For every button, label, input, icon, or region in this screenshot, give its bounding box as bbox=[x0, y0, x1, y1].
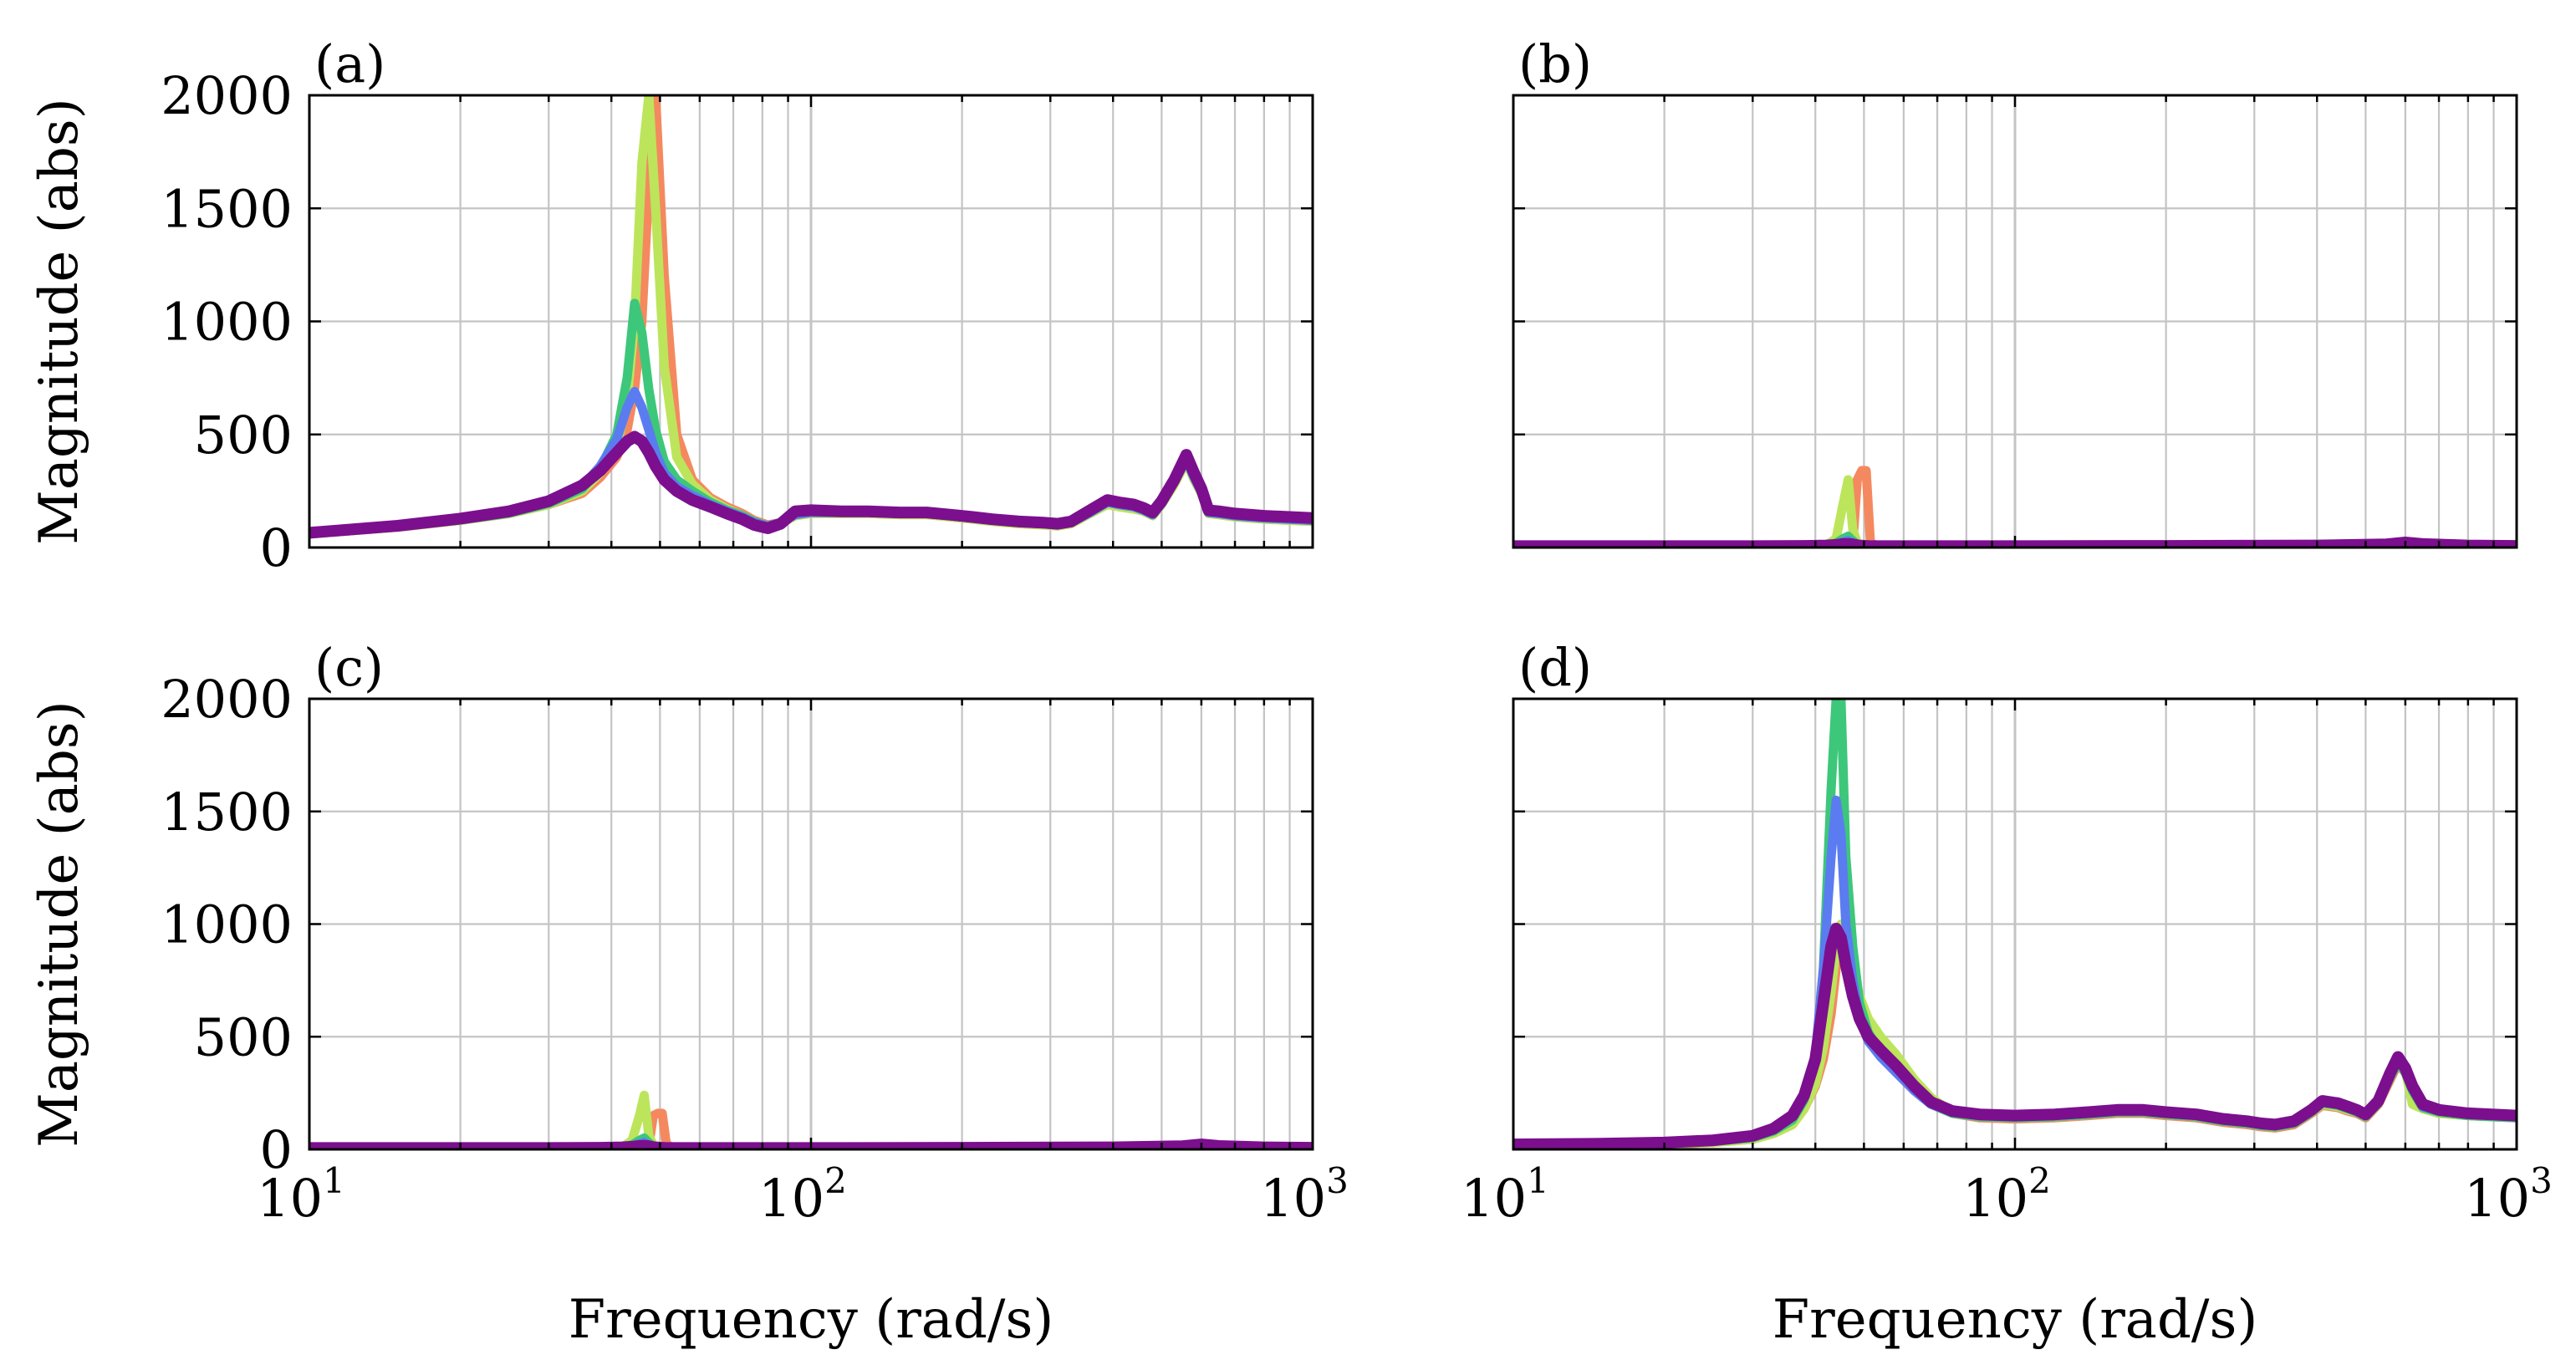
ticks bbox=[308, 94, 1313, 549]
series-line-5 bbox=[309, 1138, 1313, 1149]
x-tick-label: 102 bbox=[1962, 1160, 2051, 1229]
panel-label: (d) bbox=[1518, 637, 1592, 698]
series-group bbox=[1513, 466, 2517, 548]
series-line-5 bbox=[1513, 537, 2517, 548]
ticks bbox=[1512, 697, 2517, 1151]
y-tick-label: 0 bbox=[260, 517, 293, 578]
ticks bbox=[1512, 94, 2517, 549]
y-tick-label: 500 bbox=[194, 405, 293, 466]
y-tick-label: 1500 bbox=[161, 782, 293, 843]
x-axis-label: Frequency (rad/s) bbox=[1773, 1289, 2258, 1351]
grid bbox=[1513, 95, 2517, 548]
panel-d: 101 102 103 Frequency (rad/s) (d) bbox=[1461, 637, 2553, 1351]
x-tick-label: 102 bbox=[758, 1160, 847, 1229]
y-tick-label: 500 bbox=[194, 1006, 293, 1067]
x-tick-label: 103 bbox=[2464, 1160, 2553, 1229]
panel-label: (a) bbox=[314, 33, 385, 94]
y-tick-label: 1000 bbox=[161, 292, 293, 353]
series-group bbox=[309, 1090, 1313, 1149]
series-line-5 bbox=[1513, 922, 2517, 1149]
x-tick-label: 101 bbox=[257, 1160, 345, 1229]
panel-a: 0 500 1000 1500 2000 Magnitude (abs) (a) bbox=[28, 33, 1314, 578]
series-group bbox=[1513, 699, 2517, 1149]
y-tick-label: 1000 bbox=[161, 894, 293, 955]
x-tick-label: 101 bbox=[1461, 1160, 1549, 1229]
series-line-5 bbox=[309, 430, 1313, 539]
grid bbox=[309, 95, 1313, 548]
y-axis-label: Magnitude (abs) bbox=[28, 700, 90, 1147]
y-tick-label: 2000 bbox=[161, 65, 293, 126]
panel-label: (c) bbox=[314, 637, 384, 698]
y-tick-label: 1500 bbox=[161, 178, 293, 239]
panel-c: 0 500 1000 1500 2000 101 102 103 Magnitude (abs)… bbox=[28, 637, 1349, 1351]
ticks bbox=[308, 697, 1313, 1151]
series-group bbox=[309, 95, 1313, 539]
panel-b: (b) bbox=[1512, 33, 2518, 549]
y-tick-label: 0 bbox=[260, 1119, 293, 1180]
grid bbox=[1513, 699, 2517, 1149]
grid bbox=[309, 699, 1313, 1149]
y-tick-label: 2000 bbox=[161, 669, 293, 730]
x-axis-label: Frequency (rad/s) bbox=[569, 1289, 1054, 1351]
y-axis-label: Magnitude (abs) bbox=[28, 98, 90, 544]
panel-label: (b) bbox=[1518, 33, 1592, 94]
x-tick-label: 103 bbox=[1260, 1160, 1349, 1229]
